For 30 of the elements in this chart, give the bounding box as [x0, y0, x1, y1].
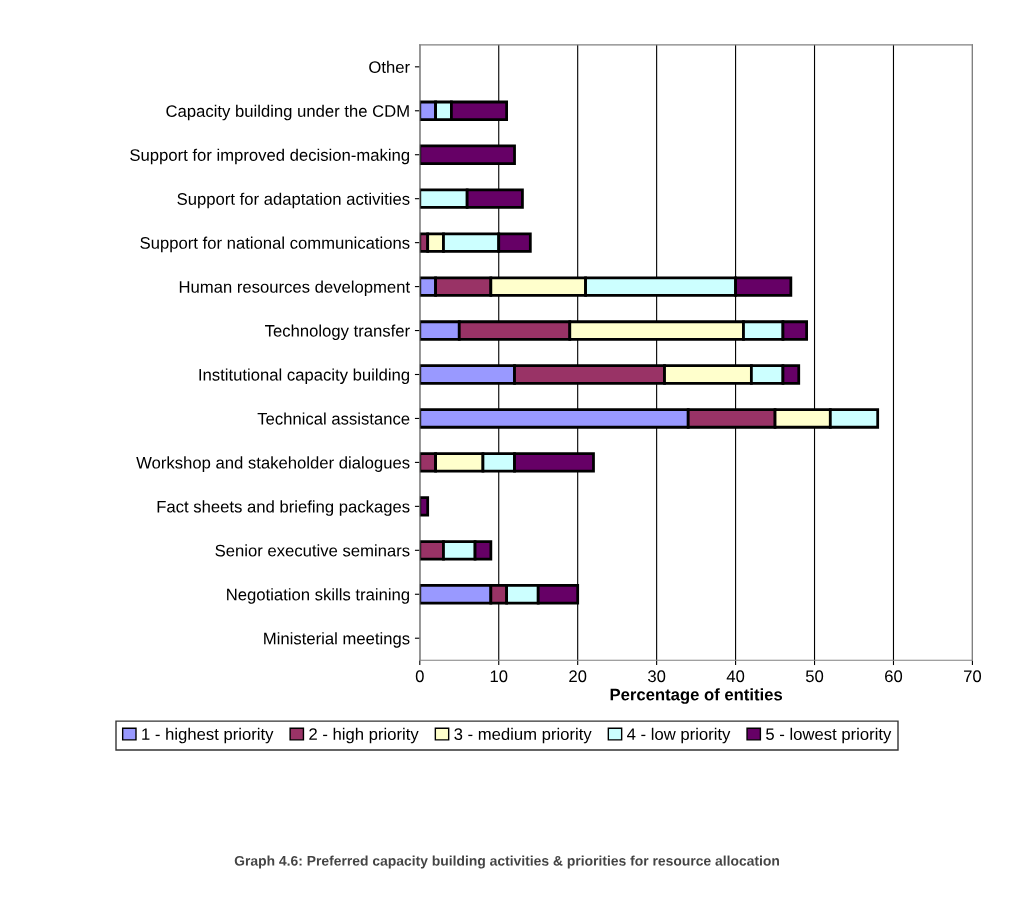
y-tick-label: Technology transfer	[265, 324, 410, 341]
x-tick-label: 40	[726, 670, 745, 683]
x-tick-label: 30	[648, 670, 666, 683]
x-tick-label: 20	[569, 670, 587, 683]
y-tick-label: Capacity building under the CDM	[166, 104, 409, 121]
y-tick-label: Support for adaptation activities	[177, 192, 410, 209]
y-tick-label: Support for improved decision-making	[130, 148, 410, 165]
x-tick-label: 60	[885, 670, 903, 683]
x-tick-label: 70	[964, 670, 982, 683]
y-tick-label: Technical assistance	[257, 412, 410, 425]
y-tick-label: Ministerial meetings	[264, 632, 410, 648]
y-tick-label: Other	[369, 60, 410, 74]
legend-label: 3 - medium priority	[454, 727, 592, 744]
legend-label: 5 - lowest priority	[766, 727, 892, 744]
y-tick-label: Fact sheets and briefing packages	[157, 500, 410, 516]
bar	[419, 496, 430, 517]
y-tick-label: Support for national communications	[140, 236, 410, 253]
x-tick-label: 0	[415, 670, 424, 683]
y-tick-label: Human resources development	[179, 280, 410, 297]
x-tick-label: 10	[490, 670, 508, 683]
y-tick-label: Workshop and stakeholder dialogues	[136, 456, 410, 472]
y-tick-label: Institutional capacity building	[199, 368, 410, 384]
x-tick-label: 50	[805, 670, 824, 683]
x-axis-title: Percentage of entities	[610, 688, 783, 704]
y-tick-label: Negotiation skills training	[227, 588, 410, 604]
legend-label: 2 - high priority	[309, 727, 419, 744]
y-tick-label: Senior executive seminars	[215, 544, 410, 557]
legend-label: 1 - highest priority	[142, 727, 274, 744]
caption: Graph 4.6: Preferred capacity building activities & priorities for resource allocation	[234, 855, 779, 869]
legend-label: 4 - low priority	[627, 727, 731, 744]
